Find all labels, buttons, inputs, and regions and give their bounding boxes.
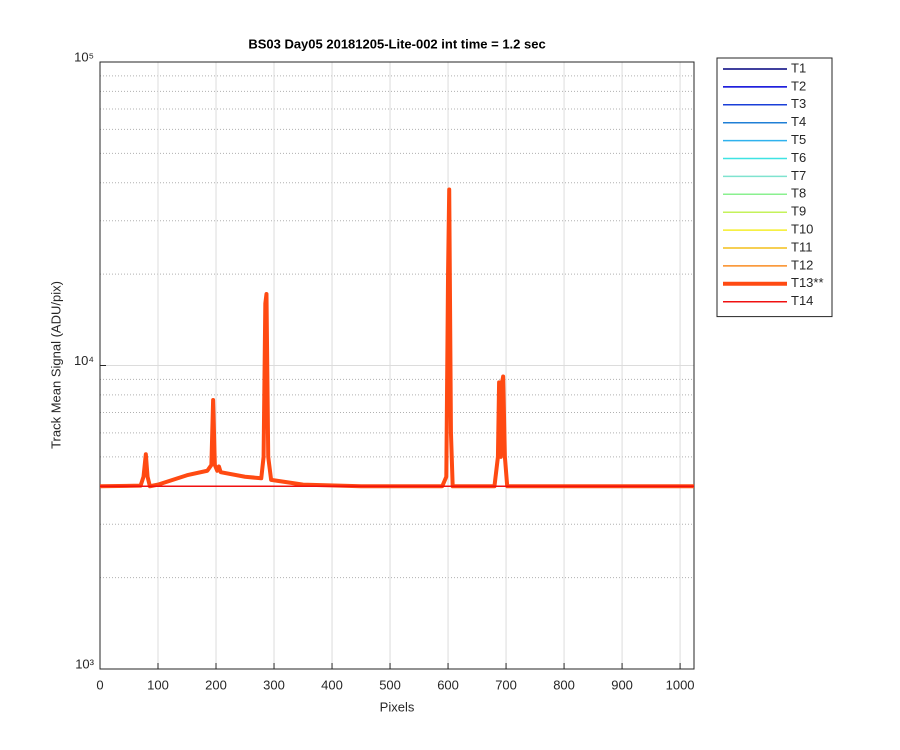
legend-box (716, 57, 833, 318)
legend-label: T7 (791, 168, 806, 183)
y-tick-label: 10⁴ (74, 353, 94, 368)
x-tick-label: 700 (495, 677, 517, 692)
legend-label: T1 (791, 60, 806, 75)
legend-label: T4 (791, 114, 806, 129)
series-line (100, 187, 694, 489)
legend-label: T13** (791, 275, 824, 290)
x-tick-label: 600 (437, 677, 459, 692)
legend-label: T14 (791, 293, 813, 308)
legend-label: T5 (791, 132, 806, 147)
x-tick-label: 0 (96, 677, 103, 692)
legend-label: T9 (791, 204, 806, 219)
legend-label: T8 (791, 186, 806, 201)
x-tick-label: 400 (321, 677, 343, 692)
x-tick-label: 1000 (666, 677, 695, 692)
x-tick-label: 900 (611, 677, 633, 692)
x-tick-label: 200 (205, 677, 227, 692)
y-tick-label: 10⁵ (74, 49, 94, 64)
legend-label: T2 (791, 78, 806, 93)
legend-label: T11 (791, 239, 812, 254)
x-axis-label: Pixels (380, 699, 415, 714)
x-tick-label: 500 (379, 677, 401, 692)
legend-label: T12 (791, 257, 813, 272)
y-axis-label: Track Mean Signal (ADU/pix) (48, 281, 63, 449)
x-tick-label: 300 (263, 677, 285, 692)
legend-label: T6 (791, 150, 806, 165)
x-tick-label: 100 (147, 677, 169, 692)
chart-title: BS03 Day05 20181205-Lite-002 int time = … (248, 36, 545, 51)
legend-label: T10 (791, 222, 813, 237)
legend-label: T3 (791, 96, 806, 111)
axes-box (99, 61, 695, 670)
y-tick-label: 10³ (75, 656, 94, 671)
x-tick-label: 800 (553, 677, 575, 692)
